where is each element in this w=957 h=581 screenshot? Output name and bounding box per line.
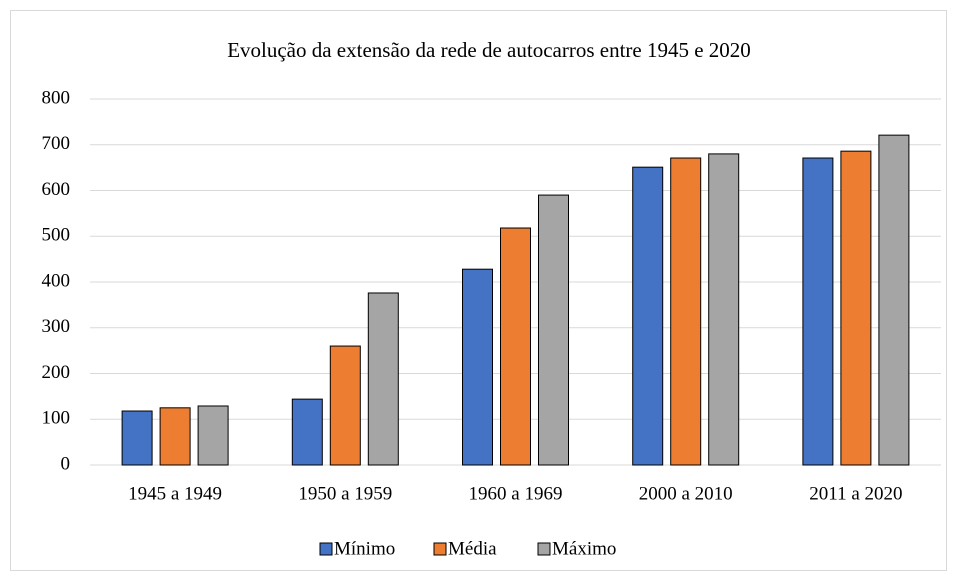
x-tick-label: 1945 a 1949 bbox=[128, 483, 222, 504]
bar bbox=[500, 227, 531, 466]
bar bbox=[291, 398, 323, 466]
bar bbox=[329, 345, 361, 466]
x-tick-label: 2011 a 2020 bbox=[809, 483, 902, 504]
bar bbox=[462, 268, 493, 466]
y-tick-label: 800 bbox=[42, 87, 71, 108]
legend-label: Média bbox=[448, 538, 497, 559]
bar bbox=[538, 194, 569, 466]
bar bbox=[159, 407, 191, 466]
bar bbox=[632, 166, 664, 466]
y-tick-label: 300 bbox=[42, 316, 71, 337]
legend-swatch bbox=[537, 542, 551, 556]
bar bbox=[197, 405, 229, 466]
bar bbox=[802, 157, 834, 466]
bar bbox=[670, 157, 702, 466]
y-tick-label: 200 bbox=[42, 362, 71, 383]
chart-title: Evolução da extensão da rede de autocarr… bbox=[227, 38, 751, 62]
legend-label: Mínimo bbox=[334, 538, 395, 559]
y-tick-label: 600 bbox=[42, 179, 71, 200]
y-tick-label: 400 bbox=[42, 270, 71, 291]
y-tick-label: 100 bbox=[42, 408, 71, 429]
legend-label: Máximo bbox=[552, 538, 616, 559]
x-tick-label: 1950 a 1959 bbox=[298, 483, 392, 504]
bar bbox=[367, 292, 399, 466]
legend-swatch bbox=[319, 542, 333, 556]
x-tick-label: 1960 a 1969 bbox=[469, 483, 563, 504]
y-tick-label: 500 bbox=[42, 225, 71, 246]
bar bbox=[708, 153, 740, 466]
bar bbox=[840, 150, 872, 466]
bar bbox=[878, 134, 910, 466]
y-tick-label: 0 bbox=[61, 453, 71, 474]
legend-swatch bbox=[433, 542, 447, 556]
y-tick-label: 700 bbox=[42, 133, 71, 154]
x-tick-label: 2000 a 2010 bbox=[639, 483, 733, 504]
bar bbox=[121, 410, 153, 466]
